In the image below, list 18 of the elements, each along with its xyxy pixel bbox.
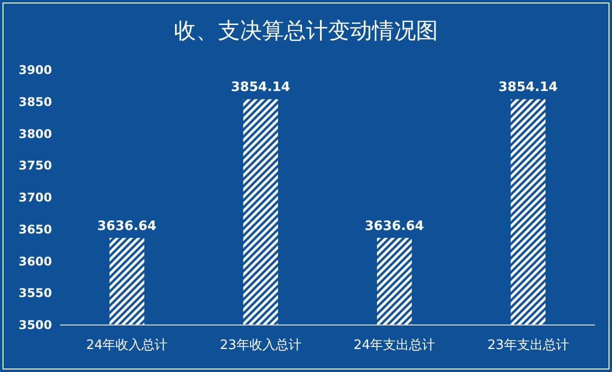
y-tick-label: 3900	[18, 63, 52, 77]
y-tick-label: 3500	[18, 318, 52, 332]
y-tick-label: 3650	[18, 222, 52, 236]
data-label: 3636.64	[97, 218, 156, 234]
x-tick-label: 24年收入总计	[86, 338, 168, 353]
data-label: 3636.64	[364, 218, 424, 234]
y-tick-label: 3850	[18, 94, 52, 109]
y-tick-label: 3800	[18, 126, 52, 141]
y-tick-label: 3550	[18, 286, 52, 300]
data-label: 3854.14	[498, 80, 558, 96]
y-tick-label: 3750	[18, 158, 52, 173]
x-tick-label: 23年收入总计	[220, 338, 302, 353]
x-tick-label: 24年支出总计	[354, 338, 436, 353]
chart-title: 收、支决算总计变动情况图	[174, 19, 438, 44]
data-label: 3854.14	[231, 80, 290, 96]
y-tick-label: 3700	[18, 190, 52, 204]
y-tick-label: 3600	[18, 254, 52, 268]
x-tick-label: 23年支出总计	[487, 338, 569, 353]
